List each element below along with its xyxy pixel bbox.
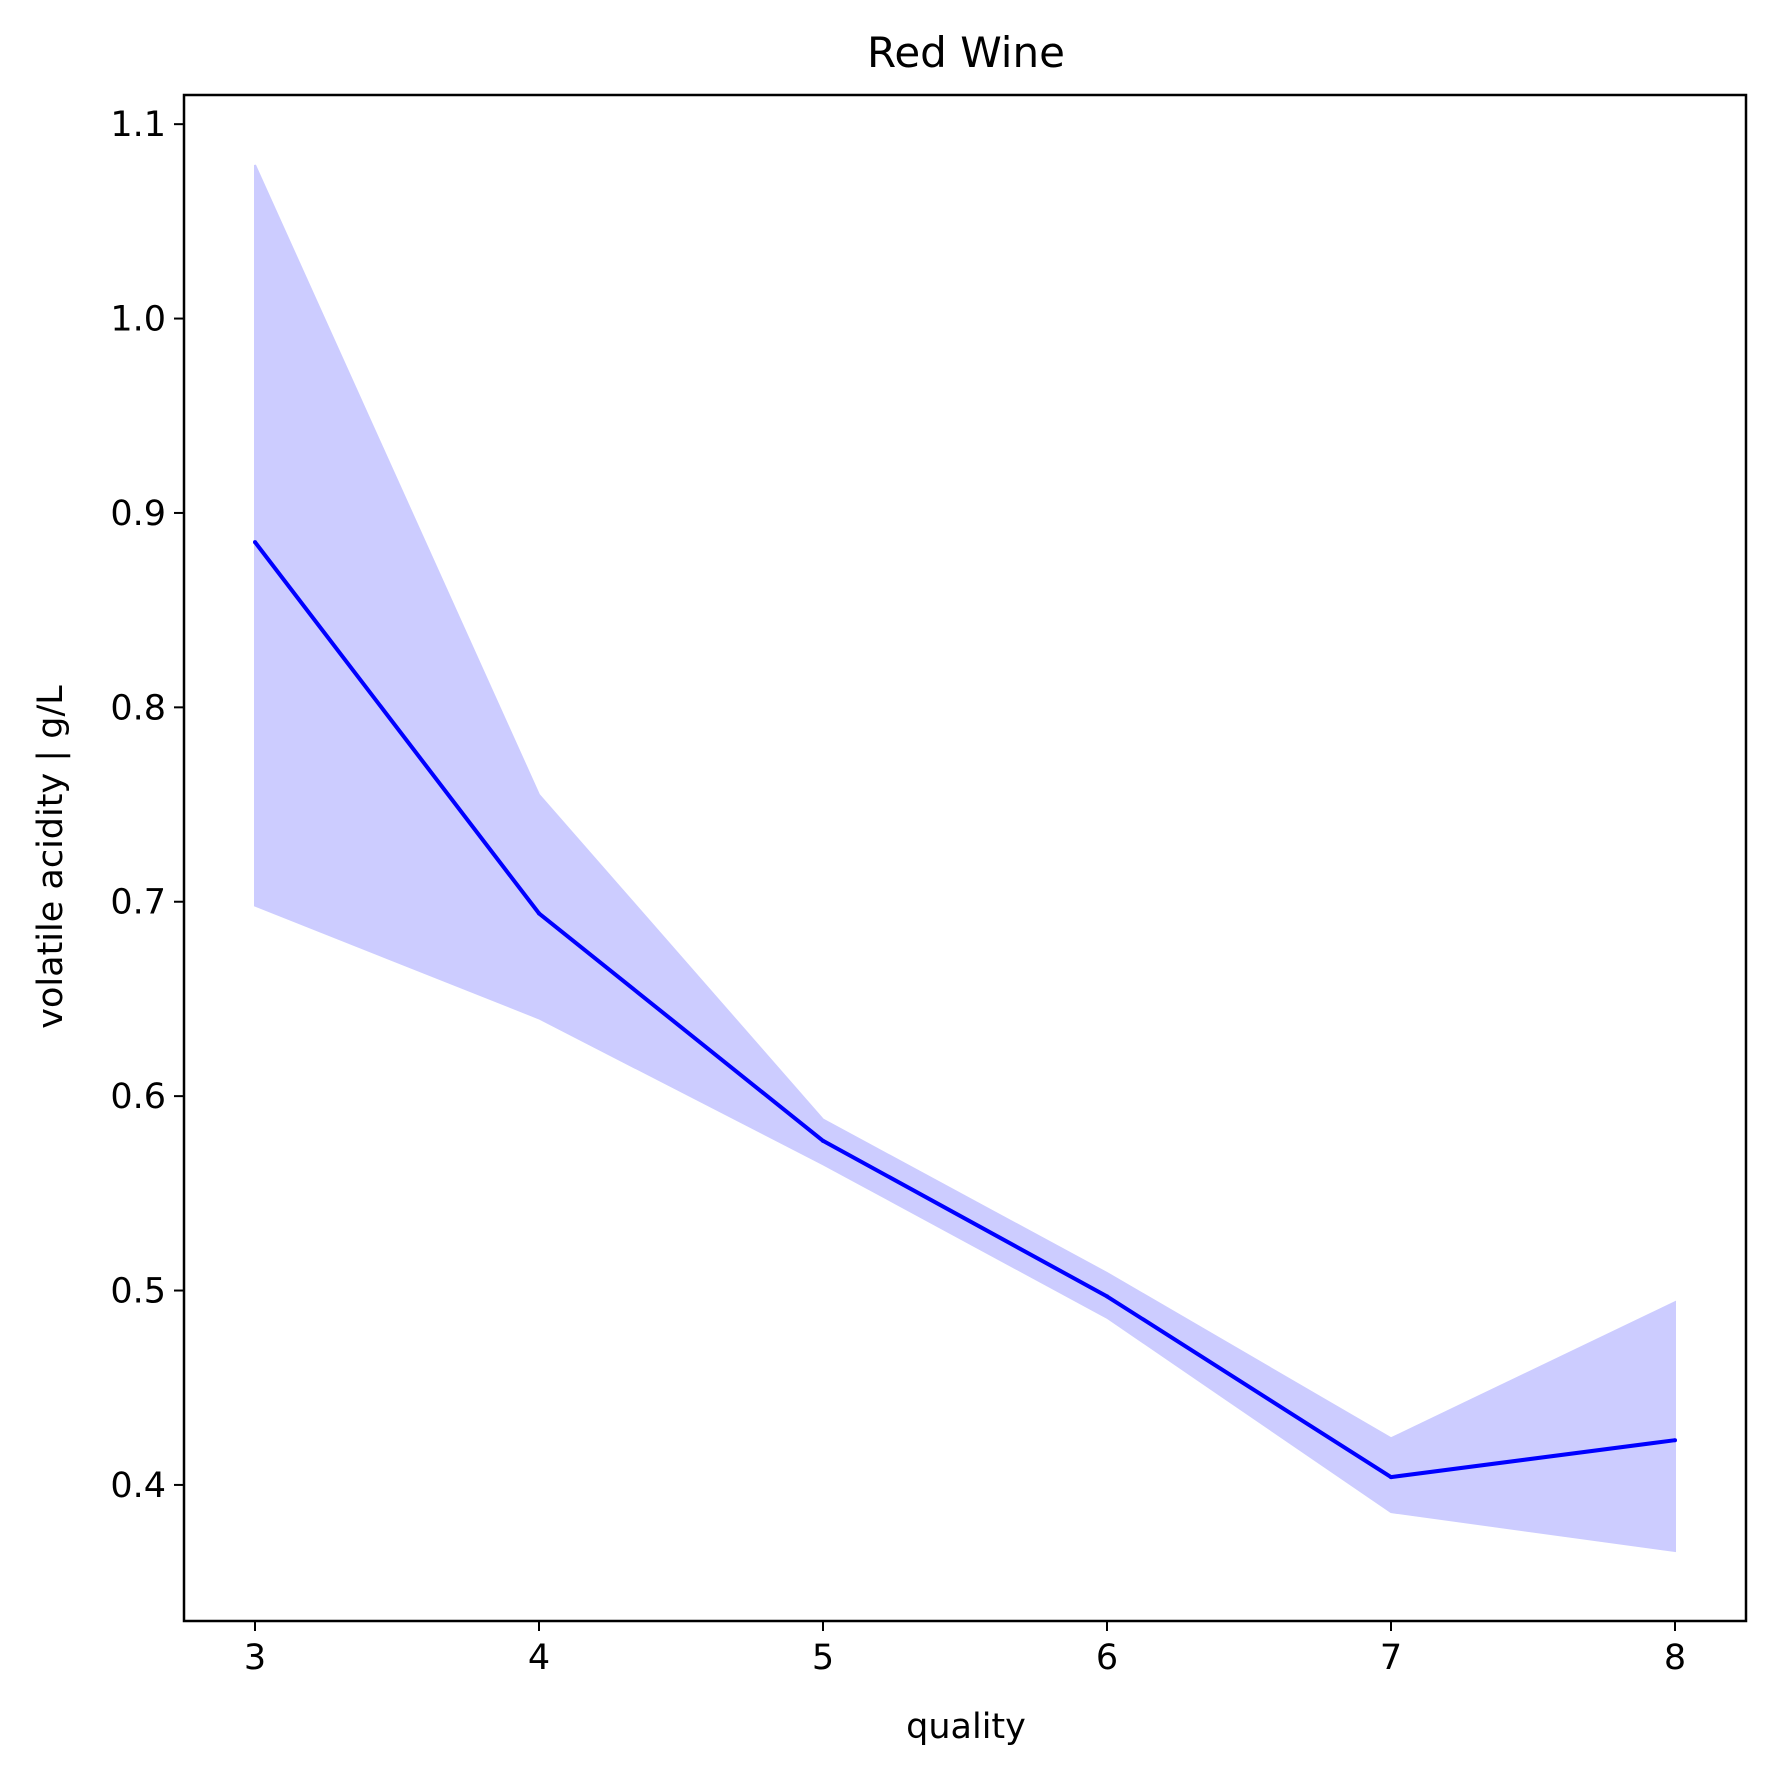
y-tick-label: 0.6: [110, 1077, 166, 1117]
x-tick-label: 3: [244, 1638, 266, 1678]
y-axis-label: volatile acidity | g/L: [31, 685, 71, 1029]
y-tick-label: 0.4: [110, 1466, 166, 1506]
chart-title: Red Wine: [867, 28, 1065, 77]
data-point: [253, 540, 257, 545]
data-point: [1105, 1294, 1109, 1299]
confidence-band: [254, 164, 1676, 1553]
y-tick-label: 0.5: [110, 1272, 166, 1312]
x-tick-label: 7: [1380, 1638, 1402, 1678]
y-tick-label: 0.8: [110, 688, 166, 728]
y-tick-label: 1.0: [110, 300, 166, 340]
plot-area: 3 4 5 6 7 8 0.4 0.5 0.6 0.7 0.8 0.9 1.0 1.1: [110, 93, 1748, 1678]
x-tick-label: 4: [528, 1638, 550, 1678]
data-point: [1389, 1475, 1393, 1480]
y-tick-label: 0.9: [110, 494, 166, 534]
x-tick-label: 5: [812, 1638, 834, 1678]
x-tick-label: 6: [1096, 1638, 1118, 1678]
y-tick-label: 0.7: [110, 883, 166, 923]
x-axis-label: quality: [906, 1707, 1026, 1747]
plot-frame: [182, 93, 1748, 1623]
x-tick-label: 8: [1664, 1638, 1686, 1678]
y-tick-label: 1.1: [110, 105, 166, 145]
data-point: [821, 1138, 825, 1143]
data-point: [537, 911, 541, 916]
data-point: [1673, 1438, 1677, 1443]
series-line: [253, 540, 1676, 1480]
